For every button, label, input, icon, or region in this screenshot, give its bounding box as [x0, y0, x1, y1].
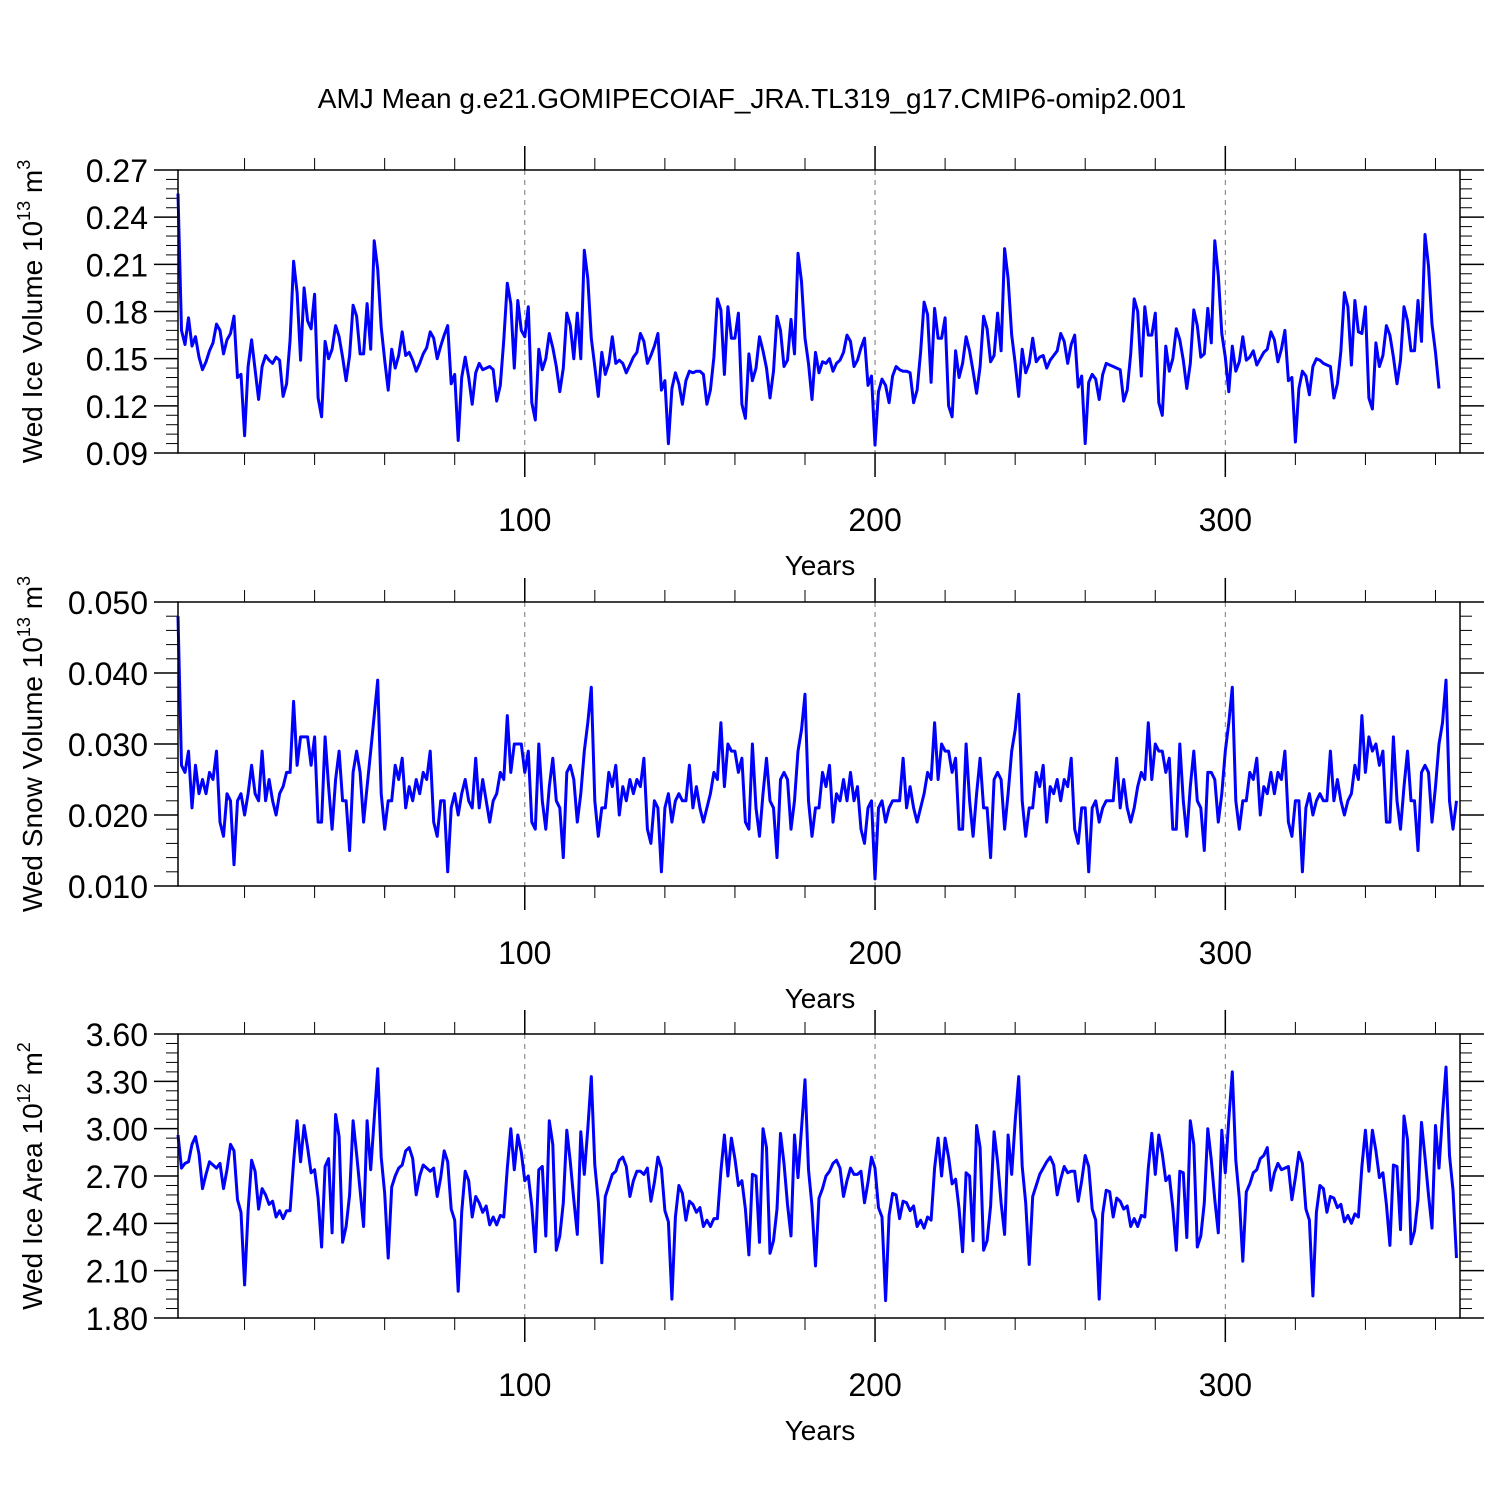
y-tick-label: 0.15 [86, 342, 148, 378]
ice-area-series-line [176, 1065, 1458, 1303]
x-tick-label: 200 [848, 935, 901, 971]
plot-frame [177, 1033, 1461, 1319]
x-tick-label: 200 [848, 1367, 901, 1403]
x-tick-label: 300 [1199, 1367, 1252, 1403]
y-tick-label: 0.09 [86, 436, 148, 472]
plot-frame [177, 169, 1461, 454]
tick-labels: 100 200 300 1.80 2.10 2.40 2.70 3.00 3.30 3.60 [86, 1017, 1252, 1403]
y-tick-label: 0.050 [68, 585, 148, 621]
plot-frame [177, 601, 1461, 887]
y-tick-label: 0.21 [86, 247, 148, 283]
x-tick-label: 100 [498, 502, 551, 538]
y-axis-label: Wed Snow Volume 1013 m3 [14, 576, 48, 912]
ice-volume-series-line [176, 193, 1441, 447]
y-tick-label: 0.27 [86, 153, 148, 189]
x-grid [524, 602, 1226, 886]
x-tick-label: 200 [848, 502, 901, 538]
tick-labels: 100 200 300 0.09 0.12 0.15 0.18 0.21 0.24 0.27 [86, 153, 1252, 538]
y-tick-label: 0.020 [68, 798, 148, 834]
y-tick-label: 2.10 [86, 1254, 148, 1290]
y-axis-label: Wed Ice Volume 1013 m3 [14, 160, 48, 463]
panel-ice-volume: 100 200 300 0.09 0.12 0.15 0.18 0.21 0.24 0.27 We… [14, 146, 1484, 581]
tick-labels: 100 200 300 0.010 0.020 0.030 0.040 0.050 [68, 585, 1252, 971]
figure-title: AMJ Mean g.e21.GOMIPECOIAF_JRA.TL319_g17… [318, 83, 1186, 114]
y-tick-label: 1.80 [86, 1301, 148, 1337]
x-tick-label: 100 [498, 1367, 551, 1403]
panel-ice-area: 100 200 300 1.80 2.10 2.40 2.70 3.00 3.30 3.60 We… [14, 1010, 1484, 1446]
y-tick-label: 3.30 [86, 1064, 148, 1100]
y-axis-label: Wed Ice Area 1012 m2 [14, 1042, 48, 1310]
y-tick-label: 3.60 [86, 1017, 148, 1053]
y-tick-label: 0.040 [68, 656, 148, 692]
snow-volume-series-line [176, 616, 1458, 881]
x-tick-label: 300 [1199, 502, 1252, 538]
y-tick-label: 0.12 [86, 389, 148, 425]
x-axis-label: Years [785, 1415, 856, 1446]
axis-ticks [154, 146, 1484, 477]
panel-snow-volume: 100 200 300 0.010 0.020 0.030 0.040 0.050 Wed S… [14, 576, 1484, 1014]
y-tick-label: 0.010 [68, 869, 148, 905]
x-grid [524, 170, 1226, 453]
x-axis-label: Years [785, 983, 856, 1014]
axis-ticks [154, 578, 1484, 910]
y-tick-label: 3.00 [86, 1112, 148, 1148]
y-tick-label: 0.18 [86, 295, 148, 331]
y-tick-label: 0.030 [68, 727, 148, 763]
y-tick-label: 2.70 [86, 1159, 148, 1195]
x-tick-label: 300 [1199, 935, 1252, 971]
y-tick-label: 2.40 [86, 1206, 148, 1242]
y-tick-label: 0.24 [86, 200, 148, 236]
x-axis-label: Years [785, 550, 856, 581]
x-tick-label: 100 [498, 935, 551, 971]
axis-ticks [154, 1010, 1484, 1342]
